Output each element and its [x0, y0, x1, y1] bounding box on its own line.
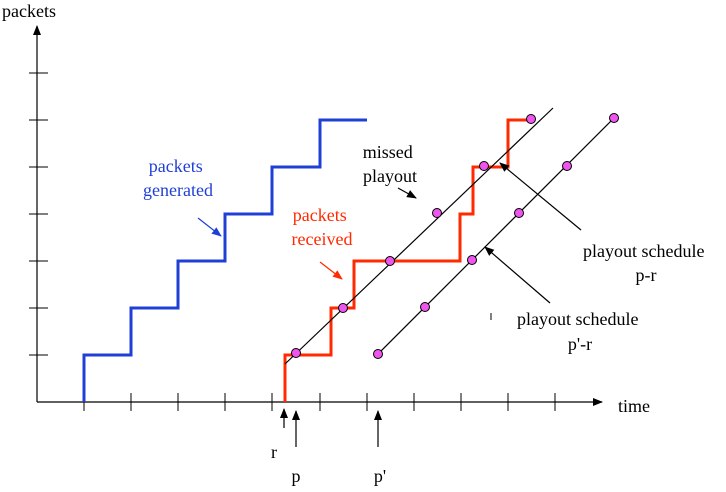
playout-point — [373, 349, 383, 359]
r-marker-label: r — [271, 442, 277, 462]
playout-point — [526, 114, 536, 124]
playout-points-p-r — [291, 114, 536, 358]
schedule1-line1: playout schedule — [583, 241, 704, 261]
playout-point — [420, 302, 430, 312]
y-axis-label: packets — [2, 1, 56, 21]
playout-point — [291, 348, 301, 358]
axes — [29, 25, 603, 411]
packets-received-staircase — [283, 118, 530, 402]
playout-point — [385, 256, 395, 266]
received-line2: received — [292, 229, 353, 249]
schedule-p-prime-r-arrow — [484, 246, 551, 304]
playout-point — [338, 303, 348, 313]
received-line1: packets — [293, 205, 347, 225]
missed-playout-label: missed playout — [363, 142, 418, 186]
generated-arrow — [197, 217, 222, 237]
playout-schedule-line-p-prime-r — [377, 117, 615, 355]
schedule2-line2: p'-r — [568, 334, 592, 354]
playout-point — [467, 255, 477, 265]
playout-point — [609, 113, 619, 123]
p-prime-marker-label: p' — [374, 466, 386, 486]
playout-point — [432, 208, 442, 218]
x-ticks — [83, 393, 556, 411]
playout-point — [562, 161, 572, 171]
generated-line2: generated — [143, 180, 213, 200]
schedule2-line1: playout schedule — [517, 309, 638, 329]
missed-line2: playout — [363, 166, 417, 186]
packets-generated-staircase — [82, 118, 367, 402]
playout-points-p-prime-r — [373, 113, 619, 359]
packets-generated-label: packets generated — [143, 156, 213, 200]
playout-schedule-line-p-r — [284, 107, 554, 365]
playout-schedule-p-r-label: playout schedule p-r — [583, 241, 709, 285]
received-arrow — [319, 261, 343, 280]
playout-schedule-p-prime-r-label: playout schedule p'-r — [517, 309, 643, 354]
y-ticks — [29, 72, 48, 356]
p-marker-label: p — [292, 466, 301, 486]
x-axis-label: time — [618, 396, 650, 416]
packets-received-label: packets received — [292, 205, 353, 249]
generated-line1: packets — [149, 156, 203, 176]
playout-point — [479, 161, 489, 171]
schedule-p-r-arrow — [499, 162, 582, 231]
schedule1-line2: p-r — [636, 265, 657, 285]
missed-line1: missed — [363, 142, 413, 162]
playout-point — [514, 208, 524, 218]
missed-playout-arrow — [397, 187, 417, 199]
